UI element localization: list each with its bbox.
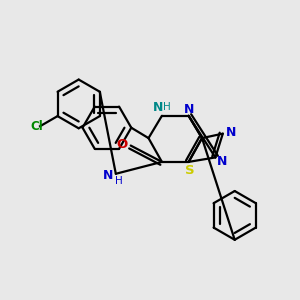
Text: H: H	[115, 176, 123, 186]
Text: Cl: Cl	[31, 120, 44, 133]
Text: N: N	[226, 126, 236, 139]
Text: N: N	[217, 155, 227, 168]
Text: S: S	[185, 164, 195, 177]
Text: N: N	[153, 101, 164, 114]
Text: N: N	[103, 169, 114, 182]
Text: O: O	[117, 138, 128, 151]
Text: H: H	[164, 103, 171, 112]
Text: N: N	[184, 103, 194, 116]
